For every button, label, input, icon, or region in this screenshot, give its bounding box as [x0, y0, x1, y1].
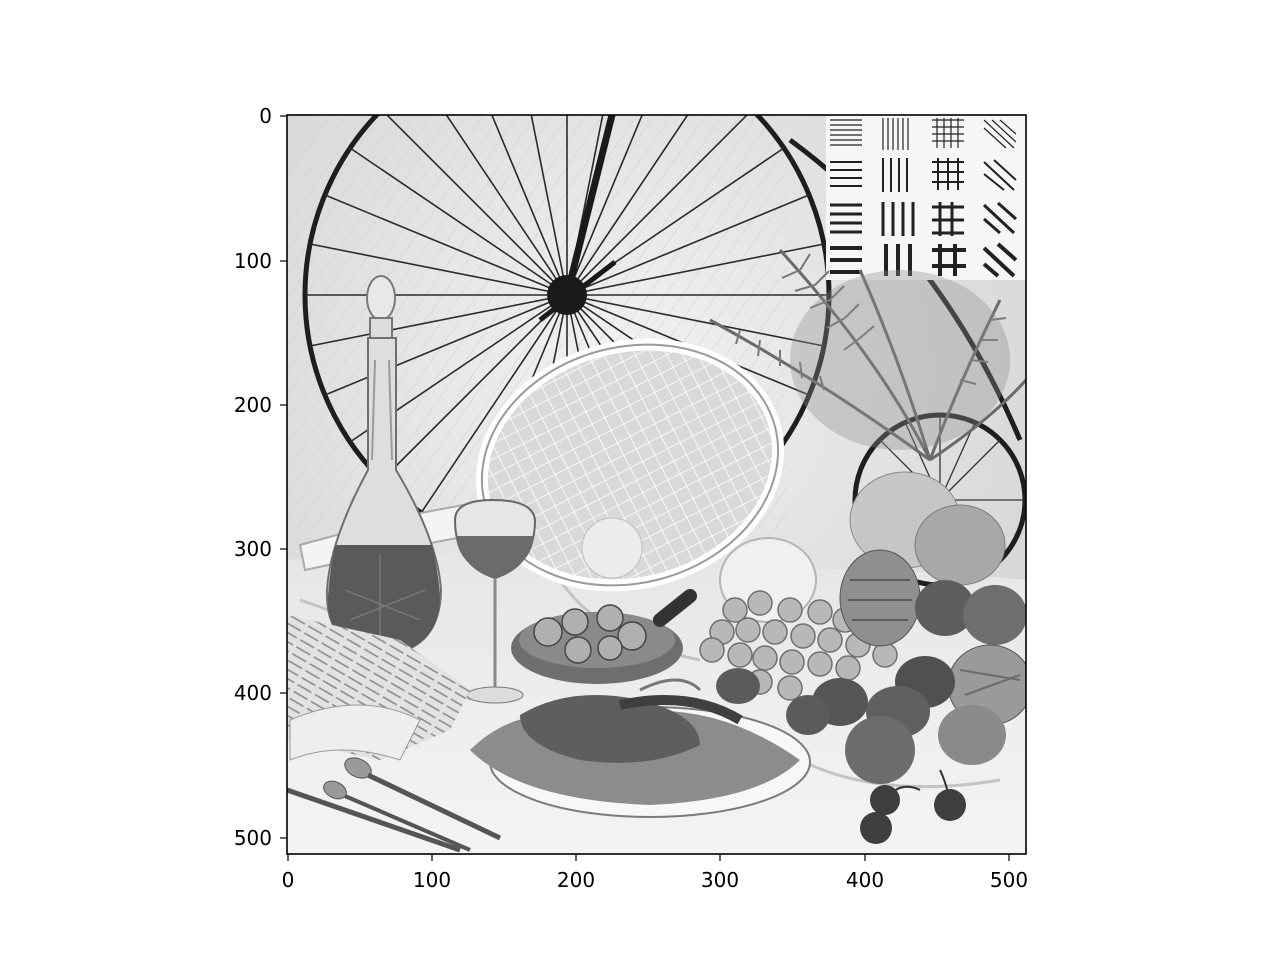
fruits — [716, 471, 1026, 784]
y-tick-label: 500 — [234, 826, 272, 850]
y-axis: 0 100 200 300 400 500 — [234, 104, 287, 850]
grapes — [699, 590, 898, 701]
axes-frame — [286, 114, 1027, 855]
fern-plant — [709, 248, 1026, 462]
x-axis: 0 100 200 300 400 500 — [282, 854, 1028, 892]
x-tick-label: 0 — [282, 868, 295, 892]
x-tick-label: 100 — [413, 868, 451, 892]
y-tick-label: 200 — [234, 393, 272, 417]
resolution-test-pattern — [826, 115, 1026, 280]
cherries — [860, 769, 966, 844]
newspaper — [287, 615, 470, 761]
wine-glass — [453, 498, 537, 704]
x-tick-label: 400 — [846, 868, 884, 892]
x-tick-label: 200 — [557, 868, 595, 892]
x-tick-label: 300 — [701, 868, 739, 892]
snail-dish — [511, 589, 697, 684]
cutlery — [287, 757, 502, 853]
y-tick-label: 400 — [234, 681, 272, 705]
y-tick-label: 0 — [259, 104, 272, 128]
y-tick-label: 100 — [234, 249, 272, 273]
y-tick-label: 300 — [234, 537, 272, 561]
lobster-plate — [470, 678, 811, 818]
photo-image — [287, 115, 1026, 854]
x-tick-label: 500 — [990, 868, 1028, 892]
